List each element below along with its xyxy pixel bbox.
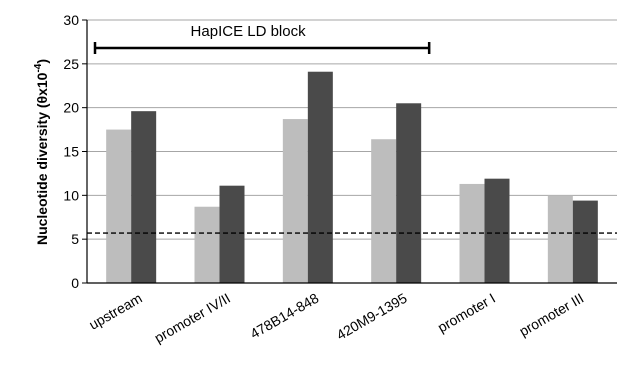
y-tick-label: 5 [71, 231, 79, 247]
bar [484, 178, 510, 283]
y-tick-label: 10 [63, 187, 79, 203]
ld-block-annotation: HapICE LD block [93, 23, 431, 54]
bar [307, 71, 333, 284]
category-label: promoter III [516, 290, 586, 340]
bar [396, 103, 422, 284]
category-label: 420M9-1395 [334, 290, 410, 343]
y-tick-label: 25 [63, 56, 79, 72]
y-axis-title-suffix: ) [34, 59, 50, 64]
bar [572, 200, 598, 283]
bar [194, 206, 220, 283]
ld-block-label: HapICE LD block [191, 23, 307, 40]
category-label: upstream [86, 290, 145, 333]
category-label: promoter IV/II [152, 290, 233, 346]
category-label: promoter I [435, 290, 498, 336]
y-axis-title-prefix: Nucleotide diversity (θx10 [34, 72, 50, 245]
bar [131, 111, 157, 283]
bars [106, 71, 598, 284]
y-tick-label: 30 [63, 12, 79, 28]
bar [219, 185, 245, 283]
bar [547, 195, 573, 283]
category-label: 478B14-848 [247, 290, 321, 342]
y-tick-label: 15 [63, 144, 79, 160]
bar [282, 119, 308, 284]
bar [371, 139, 397, 283]
y-tick-label: 20 [63, 100, 79, 116]
gridlines [87, 19, 617, 240]
y-tick-label: 0 [71, 275, 79, 291]
y-axis-title-exponent: -4 [33, 63, 44, 72]
bar [106, 129, 132, 283]
y-axis-title: Nucleotide diversity (θx10-4) [33, 59, 50, 245]
